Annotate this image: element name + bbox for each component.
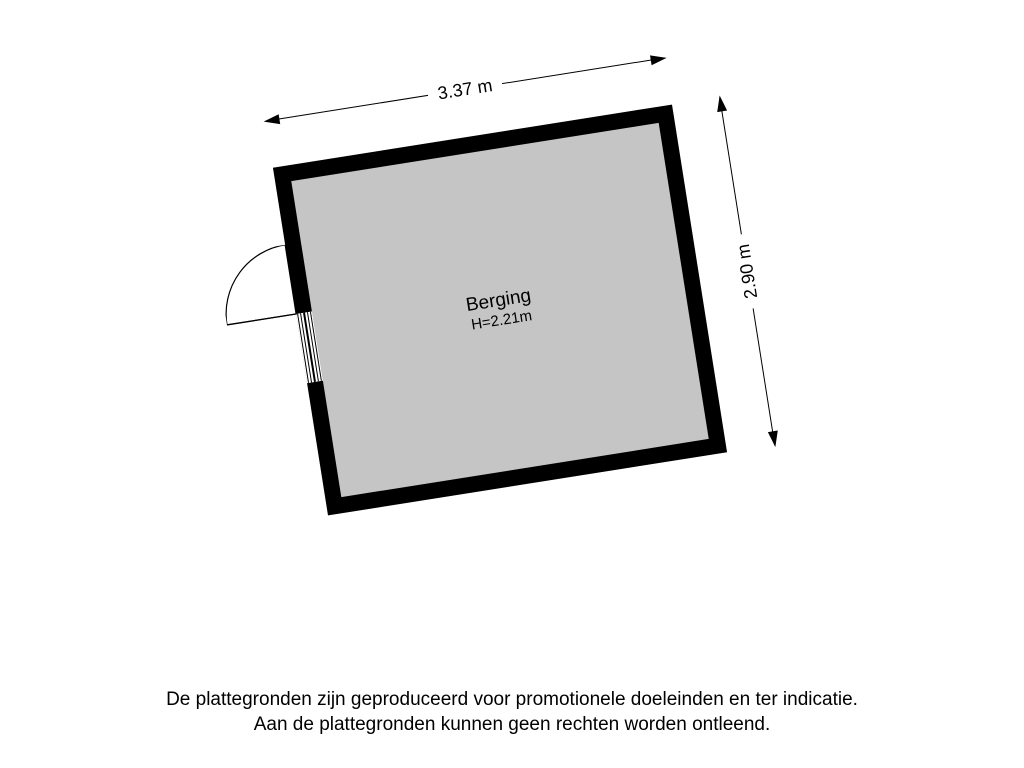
door-swing-arc — [216, 244, 298, 326]
disclaimer-line2: Aan de plattegronden kunnen geen rechten… — [254, 714, 771, 735]
dimension-width: 3.37 m — [265, 57, 664, 121]
dimension-height-label: 2.90 m — [731, 232, 763, 309]
dimension-width-arrow-left — [263, 114, 280, 126]
disclaimer-line1: De plattegronden zijn geproduceerd voor … — [166, 689, 858, 710]
floorplan-stage: Berging H=2.21m 3.37 m 2.90 m De platteg… — [0, 0, 1024, 768]
dimension-height-arrow-right — [714, 94, 726, 111]
dimension-height-arrow-left — [767, 430, 779, 447]
disclaimer-text: De plattegronden zijn geproduceerd voor … — [0, 687, 1024, 738]
room-group: Berging H=2.21m 3.37 m 2.90 m — [273, 105, 727, 516]
dimension-width-label: 3.37 m — [426, 73, 503, 105]
room-label: Berging H=2.21m — [313, 261, 687, 358]
dimension-height: 2.90 m — [719, 97, 775, 445]
room-outline: Berging H=2.21m — [273, 105, 727, 516]
dimension-width-arrow-right — [650, 52, 667, 64]
